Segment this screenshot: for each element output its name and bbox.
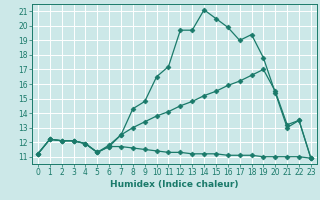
X-axis label: Humidex (Indice chaleur): Humidex (Indice chaleur): [110, 180, 239, 189]
